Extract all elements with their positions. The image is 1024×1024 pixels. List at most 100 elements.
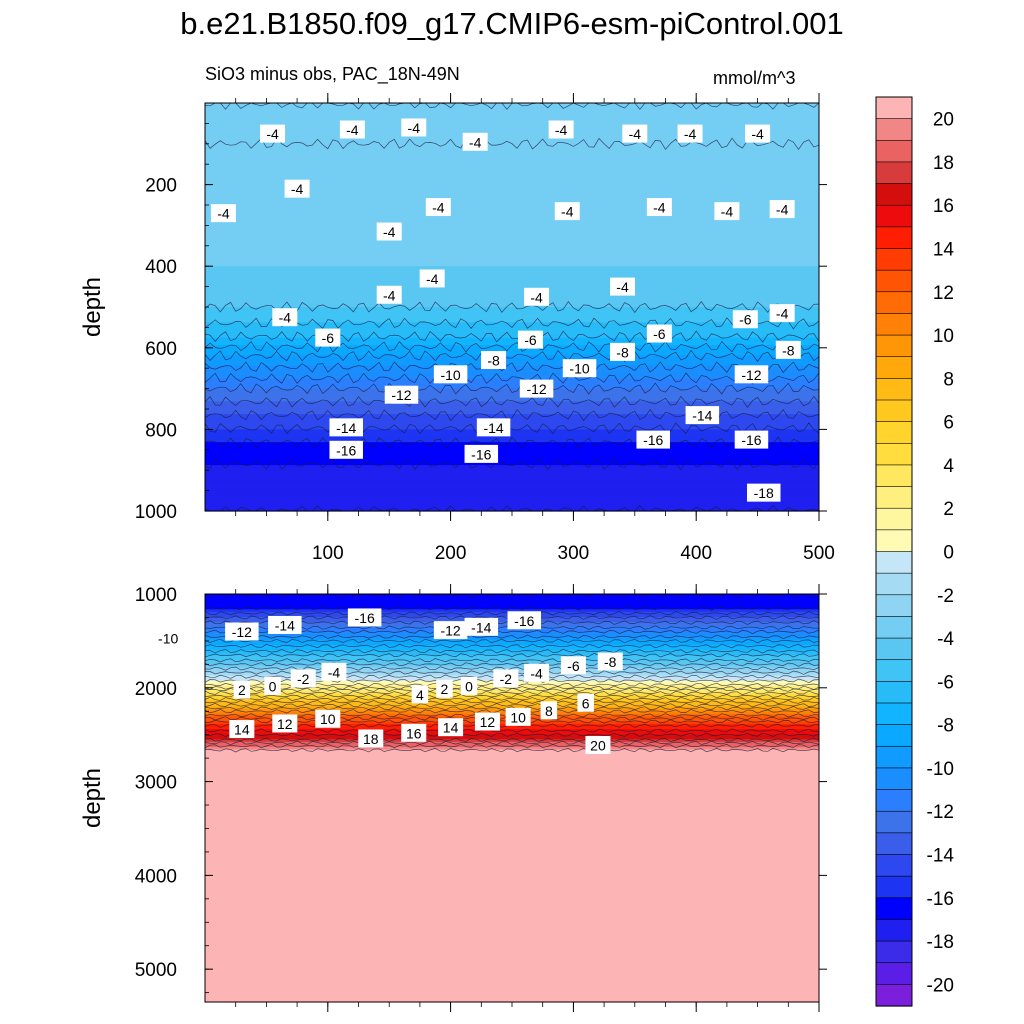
field-band (205, 596, 819, 600)
contour-label: -16 (347, 608, 382, 627)
field-band (205, 110, 819, 114)
contour-label-box (401, 723, 427, 742)
field-band (205, 146, 819, 150)
field-band (205, 984, 819, 988)
field-band (205, 775, 819, 779)
field-band (205, 736, 819, 740)
contour-line (204, 629, 820, 635)
field-band (205, 762, 819, 766)
field-band (205, 271, 819, 275)
colorbar-segment (875, 659, 913, 682)
colorbar-segment (875, 183, 913, 206)
field-band (205, 604, 819, 608)
contour-label-box (519, 379, 554, 398)
contour-label-box (464, 617, 499, 636)
contour-label: 12 (272, 714, 298, 733)
contour-label: 0 (460, 676, 478, 695)
contour-label-box (315, 328, 341, 347)
colorbar-tick-label: 14 (933, 240, 955, 261)
field-band (205, 780, 819, 784)
contour-label: -4 (210, 204, 236, 223)
x-tick-label: 300 (558, 543, 590, 564)
colorbar-segment (875, 464, 913, 488)
contour-line (204, 693, 820, 699)
units-label: mmol/m^3 (713, 68, 796, 88)
contour-label-box (610, 277, 636, 296)
field-band (205, 910, 819, 914)
field-band (205, 171, 819, 175)
field-band (205, 215, 819, 219)
contour-label-box (284, 179, 310, 198)
colorbar-segment (875, 984, 913, 1007)
field-band (205, 419, 819, 423)
contour-label: -16 (464, 444, 499, 463)
contour-line (204, 638, 820, 644)
x-tick-label: 400 (680, 543, 712, 564)
field-band (205, 490, 819, 494)
colorbar-segment (875, 681, 913, 704)
field-band (205, 197, 819, 201)
field-band (205, 912, 819, 916)
contour-label-text: 10 (510, 709, 526, 725)
contour-line (204, 652, 820, 658)
contour-label: -10 (433, 365, 468, 384)
field-band (205, 154, 819, 158)
contour-label-box (347, 608, 382, 627)
field-band (205, 273, 819, 277)
field-band (205, 777, 819, 781)
field-band (205, 996, 819, 1001)
field-band (205, 871, 819, 876)
field-band (205, 227, 819, 232)
contour-label-box (433, 621, 468, 640)
contour-label-box (460, 676, 478, 695)
contour-label-box (411, 685, 429, 704)
field-band (205, 205, 819, 209)
field-band (205, 138, 819, 142)
field-band (205, 431, 819, 436)
field-band (205, 475, 819, 479)
colorbar-segment (875, 594, 913, 618)
field-band (205, 373, 819, 377)
field-band (205, 930, 819, 934)
contour-label-text: -6 (322, 330, 335, 346)
field-band (205, 843, 819, 848)
field-band (205, 907, 819, 911)
colorbar-tick-label: -18 (927, 932, 954, 953)
field-band (205, 634, 819, 638)
field-band (205, 769, 819, 774)
contour-label-text: -4 (432, 200, 445, 216)
contour-label-text: -16 (355, 610, 375, 626)
field-band (205, 795, 819, 799)
field-band (205, 332, 819, 336)
colorbar-frame (875, 96, 913, 1007)
contour-label: -4 (524, 663, 550, 682)
colorbar-tick-label: 8 (943, 369, 954, 390)
colorbar-tick-label: 2 (943, 499, 954, 520)
field-band (205, 632, 819, 636)
contour-line (204, 666, 820, 671)
contour-label: -8 (597, 652, 623, 671)
field-band (205, 324, 819, 328)
contour-label-box (260, 124, 286, 143)
contour-label: -10 (562, 359, 597, 378)
field-band (205, 642, 819, 646)
contour-label-box (548, 120, 574, 139)
contour-label: -6 (315, 328, 341, 347)
colorbar-segment (875, 139, 913, 163)
field-band (205, 693, 819, 697)
contour-label-text: -2 (500, 671, 513, 687)
field-band (205, 866, 819, 870)
field-band (205, 637, 819, 641)
field-band (205, 281, 819, 285)
main-title: b.e21.B1850.f09_g17.CMIP6-esm-piControl.… (180, 6, 844, 41)
field-band (205, 164, 819, 168)
field-band (205, 701, 819, 705)
colorbar-tick-label: 16 (933, 196, 954, 217)
colorbar-segment (875, 269, 913, 293)
field-band (205, 250, 819, 255)
colorbar-segment (875, 940, 913, 964)
contour-line (204, 361, 820, 374)
field-band (205, 790, 819, 794)
contour-label: 2 (233, 680, 251, 699)
contour-label-box (438, 718, 464, 737)
